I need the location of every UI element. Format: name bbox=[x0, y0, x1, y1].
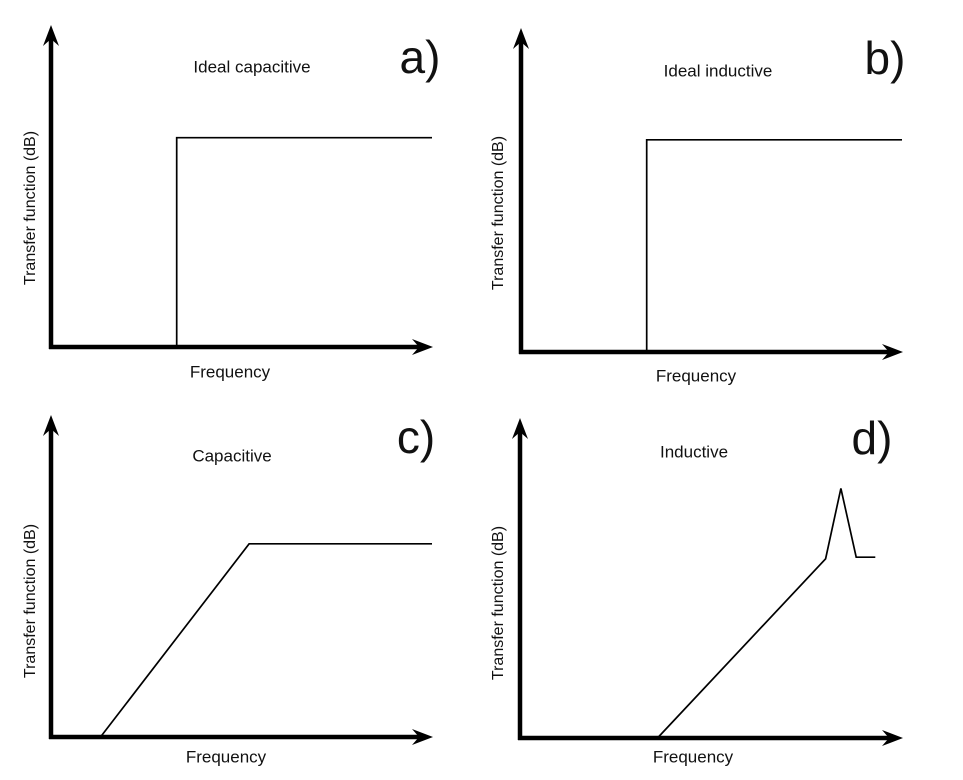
panel-b: Ideal inductive b) Frequency Transfer fu… bbox=[481, 0, 963, 390]
panel-c: Capacitive c) Frequency Transfer functio… bbox=[0, 390, 482, 780]
panel-corner-label: a) bbox=[399, 31, 441, 83]
panel-title: Ideal inductive bbox=[663, 61, 773, 81]
x-axis-label: Frequency bbox=[189, 362, 271, 382]
plot-svg-c bbox=[43, 415, 433, 745]
y-axis-arrowhead-icon bbox=[43, 25, 59, 46]
y-axis-label: Transfer function (dB) bbox=[490, 135, 507, 291]
panel-corner-label: c) bbox=[396, 411, 436, 463]
y-axis-label: Transfer function (dB) bbox=[22, 130, 39, 286]
plot-svg-a bbox=[43, 25, 433, 355]
y-axis-arrowhead-icon bbox=[513, 28, 529, 49]
transfer-function-curve bbox=[645, 138, 902, 352]
panel-a: Ideal capacitive a) Frequency Transfer f… bbox=[0, 0, 482, 390]
panel-title: Inductive bbox=[659, 442, 729, 462]
x-axis-arrowhead-icon bbox=[412, 339, 433, 355]
plot-svg-b bbox=[513, 28, 903, 360]
plot-svg-d bbox=[512, 418, 903, 746]
x-axis-arrowhead-icon bbox=[882, 730, 903, 746]
x-axis-label: Frequency bbox=[652, 747, 734, 767]
x-axis-arrowhead-icon bbox=[882, 344, 903, 360]
transfer-function-curve bbox=[175, 136, 432, 347]
panel-d: Inductive d) Frequency Transfer function… bbox=[481, 390, 963, 780]
x-axis-label: Frequency bbox=[655, 366, 737, 386]
x-axis-arrowhead-icon bbox=[412, 729, 433, 745]
transfer-function-curve bbox=[656, 488, 876, 739]
y-axis-label: Transfer function (dB) bbox=[490, 525, 507, 681]
transfer-function-curve bbox=[99, 542, 432, 738]
y-axis-arrowhead-icon bbox=[512, 418, 528, 439]
y-axis-label: Transfer function (dB) bbox=[22, 523, 39, 679]
panel-corner-label: d) bbox=[851, 412, 893, 464]
panel-corner-label: b) bbox=[864, 32, 906, 84]
x-axis-label: Frequency bbox=[185, 747, 267, 767]
panel-title: Ideal capacitive bbox=[193, 57, 311, 77]
panel-title: Capacitive bbox=[192, 446, 272, 466]
y-axis-arrowhead-icon bbox=[43, 415, 59, 436]
